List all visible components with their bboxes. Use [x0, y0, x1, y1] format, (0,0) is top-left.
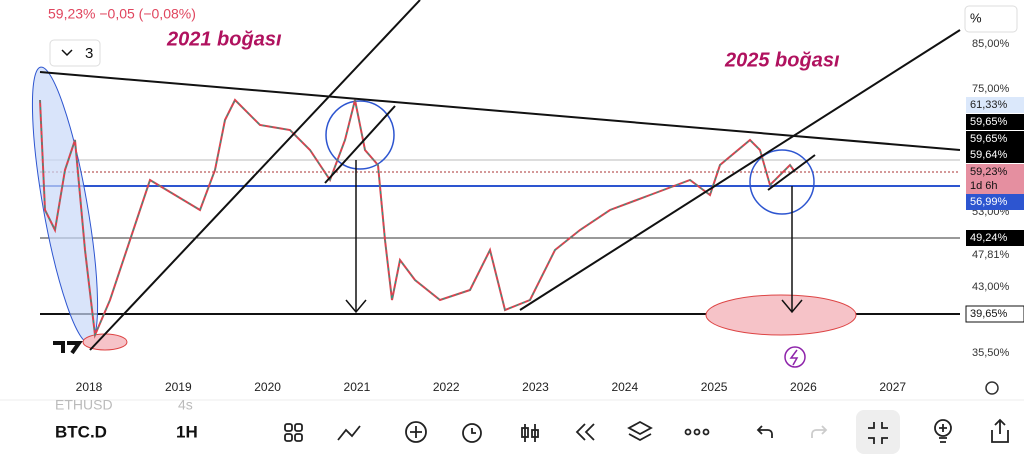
- price-tag-label: 59,23%: [970, 166, 1008, 178]
- texts: 59,23% −0,05 (−0,08%) 3 2021 boğası 2025 bo…: [48, 6, 1024, 441]
- annotation: 2025 boğası: [724, 49, 840, 71]
- price-tag-label: 59,65%: [970, 133, 1008, 145]
- price-tag: [966, 194, 1024, 210]
- time-tick: 2021: [344, 380, 371, 394]
- price-tag: [966, 131, 1024, 147]
- price-tag: [966, 147, 1024, 163]
- price-tag-label: 39,65%: [970, 308, 1008, 320]
- price-tag-label: 61,33%: [970, 99, 1008, 111]
- price-tick: 75,00%: [972, 83, 1010, 95]
- ghost-interval: 4s: [178, 397, 193, 413]
- price-tag: [966, 97, 1024, 113]
- price-tick: 85,00%: [972, 38, 1010, 50]
- price-tick: 35,50%: [972, 347, 1010, 359]
- time-tick: 2023: [522, 380, 549, 394]
- price-tag-label: 59,65%: [970, 116, 1008, 128]
- axis-unit: %: [970, 10, 982, 25]
- ghost-symbol: ETHUSD: [55, 397, 113, 413]
- price-tick: 43,00%: [972, 281, 1010, 293]
- symbol: BTC.D: [55, 422, 107, 441]
- collapse-count: 3: [85, 45, 93, 62]
- price-tag-label: 56,99%: [970, 196, 1008, 208]
- annotation: 2021 boğası: [166, 28, 282, 50]
- quote: 59,23% −0,05 (−0,08%): [48, 6, 196, 22]
- time-tick: 2027: [879, 380, 906, 394]
- price-tag: [965, 305, 1024, 323]
- price-tag-label: 1d 6h: [970, 180, 998, 192]
- time-tick: 2022: [433, 380, 460, 394]
- chart-drawings: [0, 0, 1024, 401]
- price-tag: [966, 178, 1024, 194]
- price-tag-label: 59,64%: [970, 149, 1008, 161]
- interval: 1H: [176, 422, 198, 441]
- time-tick: 2020: [254, 380, 281, 394]
- price-tag: [966, 164, 1024, 180]
- toolbar-icons[interactable]: [284, 410, 1009, 454]
- price-tick: 47,81%: [972, 249, 1010, 261]
- price-tag: [966, 114, 1024, 130]
- time-tick: 2019: [165, 380, 192, 394]
- price-tag: [966, 230, 1024, 246]
- time-tick: 2026: [790, 380, 817, 394]
- price-tag-label: 49,24%: [970, 232, 1008, 244]
- time-tick: 2018: [76, 380, 103, 394]
- time-tick: 2024: [611, 380, 638, 394]
- time-tick: 2025: [701, 380, 728, 394]
